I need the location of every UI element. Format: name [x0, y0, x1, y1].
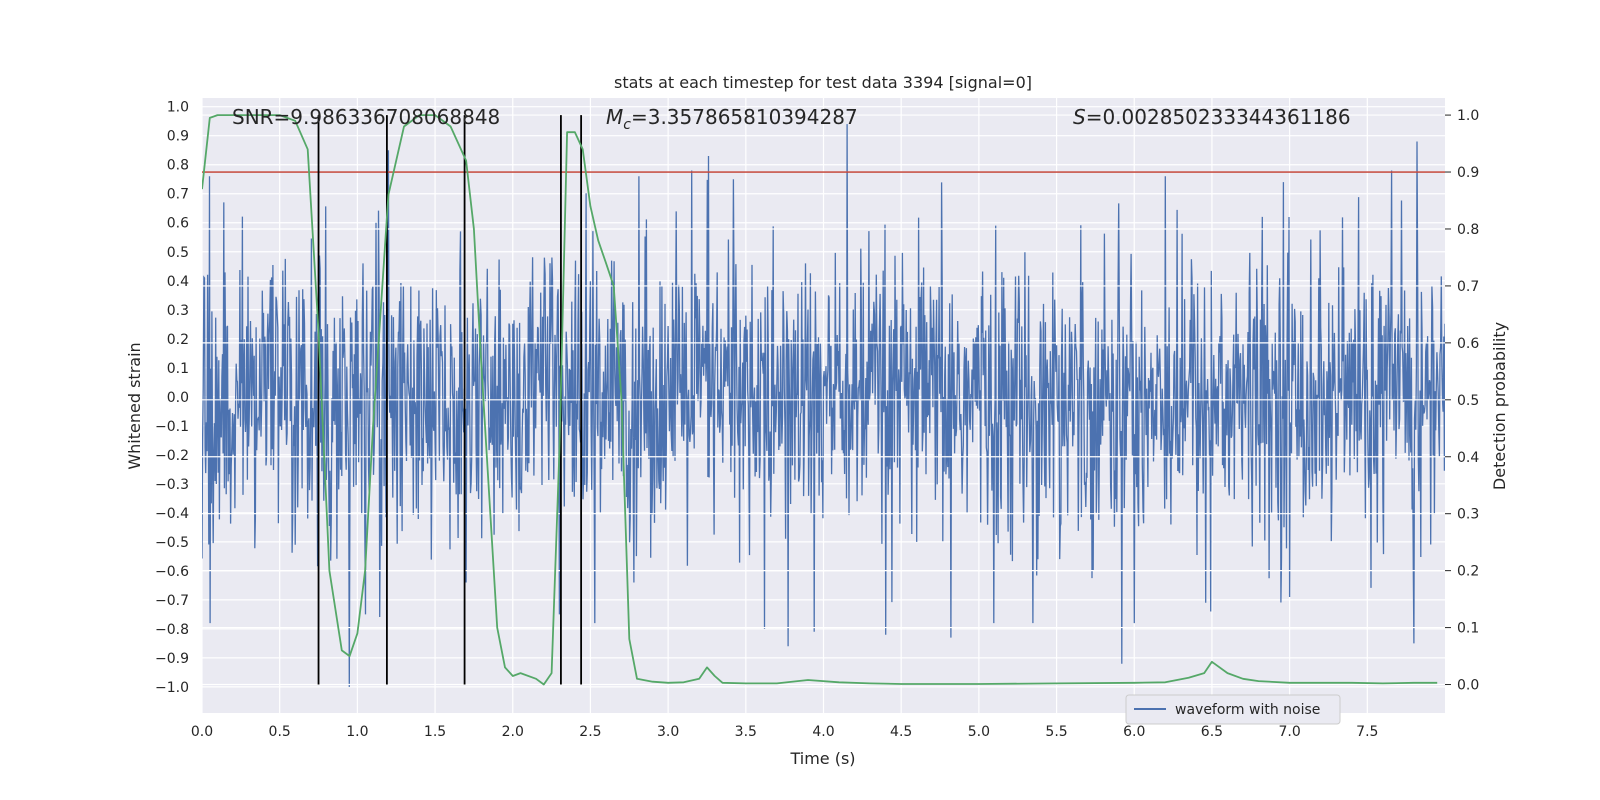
y-tick-label-right: 1.0 [1457, 108, 1479, 124]
x-tick-label: 1.0 [346, 724, 368, 740]
y-tick-label-left: −0.6 [155, 564, 189, 580]
left-axis-ticks: 1.0 0.9 0.8 0.7 0.6 0.5 0.4 0.3 0.2 0.1 0.0 −0.1 −0.… [155, 100, 189, 696]
y-tick-label-left: −0.5 [155, 535, 189, 551]
x-tick-label: 0.5 [269, 724, 291, 740]
y-tick-label-right: 0.2 [1457, 564, 1479, 580]
y-tick-label-left: −0.1 [155, 419, 189, 435]
y-tick-label-left: 1.0 [167, 100, 189, 116]
y-axis-label-left: Whitened strain [125, 342, 144, 469]
legend: waveform with noise [1125, 694, 1341, 725]
y-tick-label-left: −1.0 [155, 680, 189, 696]
y-tick-label-right: 0.6 [1457, 336, 1479, 352]
x-tick-label: 5.5 [1045, 724, 1067, 740]
y-tick-label-right: 0.4 [1457, 450, 1479, 466]
x-tick-label: 3.0 [657, 724, 679, 740]
x-tick-label: 6.5 [1201, 724, 1223, 740]
x-tick-label: 4.5 [890, 724, 912, 740]
y-tick-label-right: 0.5 [1457, 393, 1479, 409]
y-tick-label-left: 0.9 [167, 129, 189, 145]
legend-label: waveform with noise [1175, 702, 1320, 718]
x-tick-label: 7.5 [1356, 724, 1378, 740]
x-tick-label: 7.0 [1278, 724, 1300, 740]
x-tick-label: 3.5 [735, 724, 757, 740]
y-tick-label-left: 0.1 [167, 361, 189, 377]
y-tick-label-left: 0.2 [167, 332, 189, 348]
y-tick-label-right: 0.0 [1457, 678, 1479, 694]
x-tick-label: 0.0 [191, 724, 213, 740]
y-tick-label-left: 0.6 [167, 216, 189, 232]
x-axis-ticks: 0.0 0.5 1.0 1.5 2.0 2.5 3.0 3.5 4.0 4.5 5.0 5.5 6.0 6… [191, 724, 1379, 740]
x-tick-label: 2.5 [579, 724, 601, 740]
x-tick-label: 5.0 [968, 724, 990, 740]
y-tick-label-right: 0.8 [1457, 222, 1479, 238]
waveform-series [202, 124, 1445, 687]
y-tick-label-left: 0.3 [167, 303, 189, 319]
x-tick-label: 2.0 [502, 724, 524, 740]
x-axis-label: Time (s) [789, 749, 855, 768]
y-axis-label-right: Detection probability [1490, 322, 1509, 490]
right-axis-ticks: 1.0 0.9 0.8 0.7 0.6 0.5 0.4 0.3 0.2 0.1 0.0 [1445, 108, 1479, 694]
y-tick-label-left: −0.9 [155, 651, 189, 667]
chart-title: stats at each timestep for test data 339… [614, 73, 1032, 92]
chirp-mass-annotation: Mc=3.357865810394287 [606, 105, 858, 133]
y-tick-label-right: 0.9 [1457, 165, 1479, 181]
y-tick-label-left: −0.3 [155, 477, 189, 493]
x-tick-label: 1.5 [424, 724, 446, 740]
y-tick-label-right: 0.3 [1457, 507, 1479, 523]
y-tick-label-left: 0.4 [167, 274, 189, 290]
y-tick-label-left: 0.7 [167, 187, 189, 203]
y-tick-label-left: 0.0 [167, 390, 189, 406]
y-tick-label-right: 0.1 [1457, 621, 1479, 637]
y-tick-label-left: −0.7 [155, 593, 189, 609]
y-tick-label-left: 0.5 [167, 245, 189, 261]
probability-series [202, 114, 1438, 686]
legend-box [1125, 694, 1341, 725]
y-tick-label-left: −0.8 [155, 622, 189, 638]
y-tick-label-right: 0.7 [1457, 279, 1479, 295]
y-tick-label-left: −0.2 [155, 448, 189, 464]
s-annotation: S=0.002850233344361186 [1073, 105, 1351, 129]
y-tick-label-left: −0.4 [155, 506, 189, 522]
snr-annotation: SNR=9.986336708068848 [232, 105, 500, 129]
x-tick-label: 6.0 [1123, 724, 1145, 740]
y-tick-label-left: 0.8 [167, 158, 189, 174]
x-tick-label: 4.0 [812, 724, 834, 740]
